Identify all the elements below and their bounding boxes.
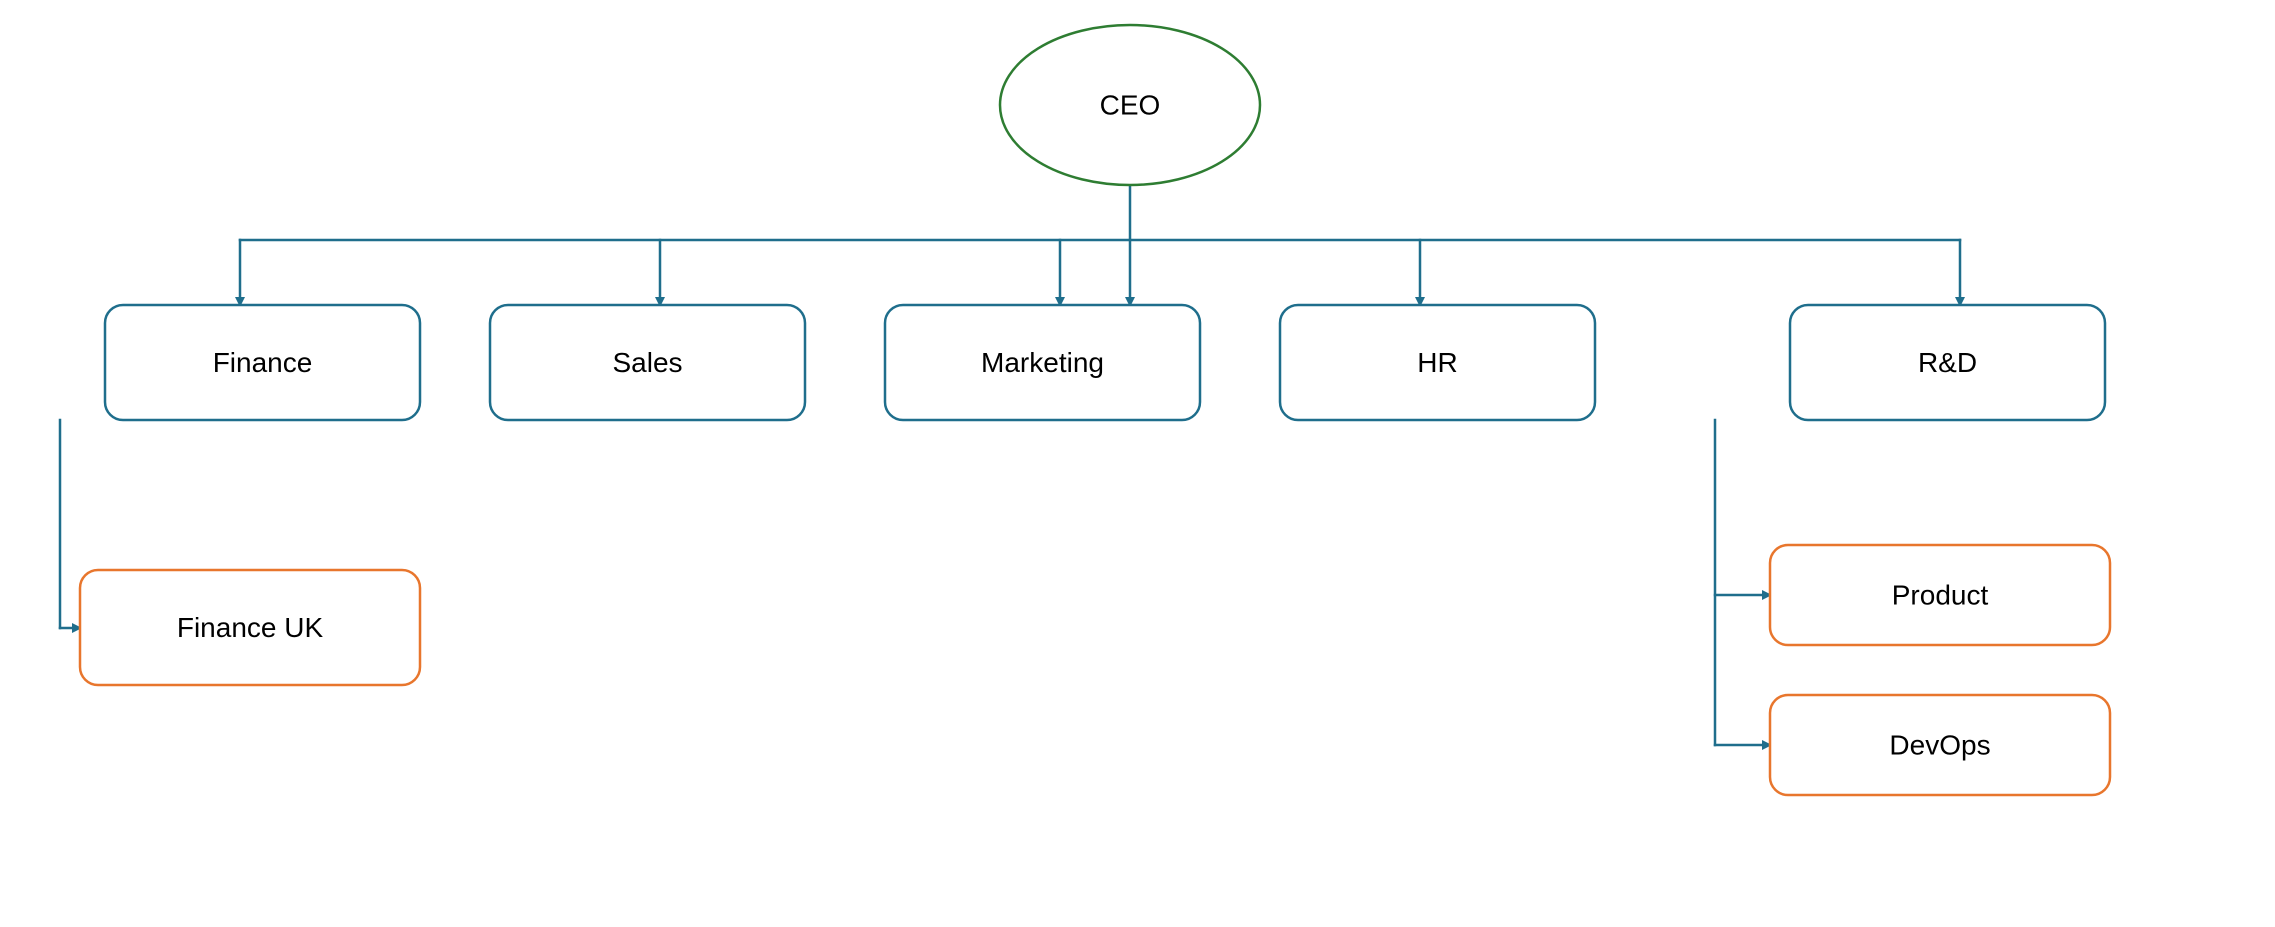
node-finance: Finance <box>105 305 420 420</box>
node-label-ceo: CEO <box>1100 89 1161 120</box>
nodes-layer: CEO Finance Sales Marketing HR R&D Finance UK P… <box>80 25 2110 795</box>
node-marketing: Marketing <box>885 305 1200 420</box>
node-product: Product <box>1770 545 2110 645</box>
node-label-sales: Sales <box>612 347 682 378</box>
node-label-product: Product <box>1892 579 1989 610</box>
node-finance_uk: Finance UK <box>80 570 420 685</box>
node-label-finance: Finance <box>213 347 313 378</box>
node-label-rd: R&D <box>1918 347 1977 378</box>
node-label-finance_uk: Finance UK <box>177 612 324 643</box>
node-label-marketing: Marketing <box>981 347 1104 378</box>
node-rd: R&D <box>1790 305 2105 420</box>
node-ceo: CEO <box>1000 25 1260 185</box>
node-label-hr: HR <box>1417 347 1457 378</box>
node-devops: DevOps <box>1770 695 2110 795</box>
org-chart-diagram: CEO Finance Sales Marketing HR R&D Finance UK P… <box>0 0 2275 927</box>
node-sales: Sales <box>490 305 805 420</box>
node-label-devops: DevOps <box>1889 729 1990 760</box>
node-hr: HR <box>1280 305 1595 420</box>
